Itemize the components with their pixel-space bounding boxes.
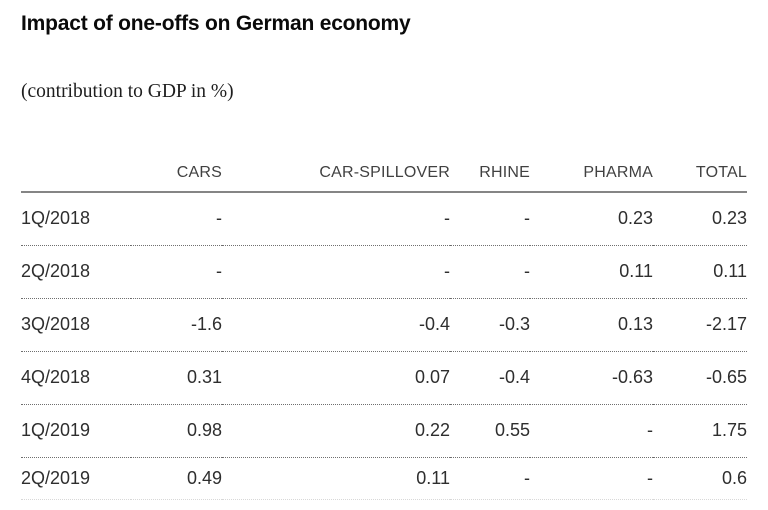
cell-total: -2.17 — [653, 298, 747, 352]
cell-pharma: - — [530, 457, 653, 500]
table-row: 3Q/2018 -1.6 -0.4 -0.3 0.13 -2.17 — [21, 298, 747, 352]
cell-pharma: -0.63 — [530, 351, 653, 405]
cell-pharma: 0.13 — [530, 298, 653, 352]
column-header-blank — [21, 138, 131, 193]
cell-pharma: - — [530, 404, 653, 458]
cell-cars: - — [131, 192, 222, 246]
cell-rhine: - — [450, 457, 530, 500]
column-header-pharma: PHARMA — [530, 138, 653, 193]
row-label: 2Q/2018 — [21, 245, 131, 299]
row-label: 3Q/2018 — [21, 298, 131, 352]
cell-total: 0.6 — [653, 457, 747, 500]
page-title: Impact of one-offs on German economy — [21, 12, 411, 35]
cell-cars: -1.6 — [131, 298, 222, 352]
cell-cars: 0.49 — [131, 457, 222, 500]
table-row: 2Q/2018 - - - 0.11 0.11 — [21, 245, 747, 299]
cell-pharma: 0.23 — [530, 192, 653, 246]
row-label: 1Q/2019 — [21, 404, 131, 458]
header-row: CARS CAR-SPILLOVER RHINE PHARMA TOTAL — [21, 138, 747, 193]
cell-cars: 0.98 — [131, 404, 222, 458]
row-label: 2Q/2019 — [21, 457, 131, 500]
cell-car-spillover: -0.4 — [222, 298, 450, 352]
cell-car-spillover: - — [222, 192, 450, 246]
cell-pharma: 0.11 — [530, 245, 653, 299]
cell-rhine: - — [450, 245, 530, 299]
cell-total: -0.65 — [653, 351, 747, 405]
chart-subtitle: (contribution to GDP in %) — [21, 81, 234, 102]
data-table: CARS CAR-SPILLOVER RHINE PHARMA TOTAL 1Q… — [21, 138, 747, 500]
cell-cars: 0.31 — [131, 351, 222, 405]
cell-car-spillover: 0.22 — [222, 404, 450, 458]
cell-car-spillover: 0.07 — [222, 351, 450, 405]
cell-car-spillover: 0.11 — [222, 457, 450, 500]
cell-total: 1.75 — [653, 404, 747, 458]
table-row: 4Q/2018 0.31 0.07 -0.4 -0.63 -0.65 — [21, 351, 747, 405]
cell-rhine: -0.3 — [450, 298, 530, 352]
table-row: 2Q/2019 0.49 0.11 - - 0.6 — [21, 457, 747, 500]
table-row: 1Q/2018 - - - 0.23 0.23 — [21, 192, 747, 246]
cell-rhine: 0.55 — [450, 404, 530, 458]
column-header-car-spillover: CAR-SPILLOVER — [222, 138, 450, 193]
cell-total: 0.11 — [653, 245, 747, 299]
cell-rhine: -0.4 — [450, 351, 530, 405]
table-row: 1Q/2019 0.98 0.22 0.55 - 1.75 — [21, 404, 747, 458]
row-label: 1Q/2018 — [21, 192, 131, 246]
row-label: 4Q/2018 — [21, 351, 131, 405]
cell-cars: - — [131, 245, 222, 299]
column-header-cars: CARS — [131, 138, 222, 193]
column-header-total: TOTAL — [653, 138, 747, 193]
cell-car-spillover: - — [222, 245, 450, 299]
cell-total: 0.23 — [653, 192, 747, 246]
column-header-rhine: RHINE — [450, 138, 530, 193]
cell-rhine: - — [450, 192, 530, 246]
